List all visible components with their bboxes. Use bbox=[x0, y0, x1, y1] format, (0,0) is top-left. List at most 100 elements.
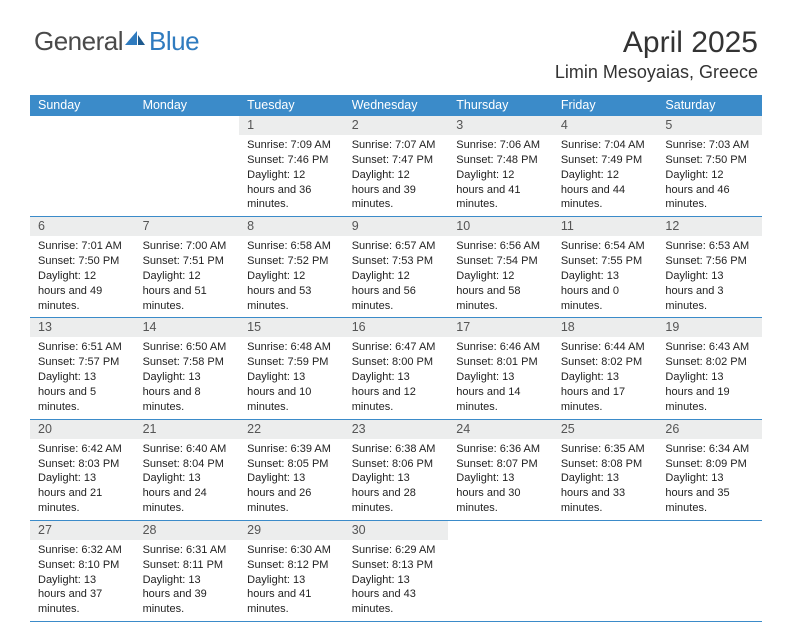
day-details: Sunrise: 7:06 AMSunset: 7:48 PMDaylight:… bbox=[448, 135, 553, 216]
sunrise-text: Sunrise: 6:30 AM bbox=[247, 543, 336, 558]
sunset-text: Sunset: 8:03 PM bbox=[38, 457, 127, 472]
weekday-wed: Wednesday bbox=[344, 95, 449, 116]
sunrise-text: Sunrise: 7:07 AM bbox=[352, 138, 441, 153]
day-number: 15 bbox=[239, 318, 344, 337]
day-number: 16 bbox=[344, 318, 449, 337]
day-cell: 12Sunrise: 6:53 AMSunset: 7:56 PMDayligh… bbox=[657, 217, 762, 317]
day-number: 14 bbox=[135, 318, 240, 337]
day-details: Sunrise: 6:29 AMSunset: 8:13 PMDaylight:… bbox=[344, 540, 449, 621]
daylight-text: Daylight: 12 hours and 58 minutes. bbox=[456, 269, 545, 314]
day-number: 12 bbox=[657, 217, 762, 236]
day-cell: 27Sunrise: 6:32 AMSunset: 8:10 PMDayligh… bbox=[30, 521, 135, 621]
day-number: 6 bbox=[30, 217, 135, 236]
day-cell: 30Sunrise: 6:29 AMSunset: 8:13 PMDayligh… bbox=[344, 521, 449, 621]
day-number: 21 bbox=[135, 420, 240, 439]
sunset-text: Sunset: 7:57 PM bbox=[38, 355, 127, 370]
day-details: Sunrise: 6:54 AMSunset: 7:55 PMDaylight:… bbox=[553, 236, 658, 317]
sunrise-text: Sunrise: 7:00 AM bbox=[143, 239, 232, 254]
sunset-text: Sunset: 8:02 PM bbox=[561, 355, 650, 370]
day-cell: 26Sunrise: 6:34 AMSunset: 8:09 PMDayligh… bbox=[657, 420, 762, 520]
weekday-thu: Thursday bbox=[448, 95, 553, 116]
sunrise-text: Sunrise: 6:42 AM bbox=[38, 442, 127, 457]
week-row: 13Sunrise: 6:51 AMSunset: 7:57 PMDayligh… bbox=[30, 318, 762, 419]
day-cell bbox=[553, 521, 658, 621]
day-details: Sunrise: 6:51 AMSunset: 7:57 PMDaylight:… bbox=[30, 337, 135, 418]
day-number: 5 bbox=[657, 116, 762, 135]
sunset-text: Sunset: 7:51 PM bbox=[143, 254, 232, 269]
daylight-text: Daylight: 12 hours and 53 minutes. bbox=[247, 269, 336, 314]
day-cell: 14Sunrise: 6:50 AMSunset: 7:58 PMDayligh… bbox=[135, 318, 240, 418]
sunrise-text: Sunrise: 6:39 AM bbox=[247, 442, 336, 457]
day-cell: 21Sunrise: 6:40 AMSunset: 8:04 PMDayligh… bbox=[135, 420, 240, 520]
day-details: Sunrise: 6:48 AMSunset: 7:59 PMDaylight:… bbox=[239, 337, 344, 418]
day-cell: 17Sunrise: 6:46 AMSunset: 8:01 PMDayligh… bbox=[448, 318, 553, 418]
day-cell: 10Sunrise: 6:56 AMSunset: 7:54 PMDayligh… bbox=[448, 217, 553, 317]
day-details: Sunrise: 7:00 AMSunset: 7:51 PMDaylight:… bbox=[135, 236, 240, 317]
week-row: 20Sunrise: 6:42 AMSunset: 8:03 PMDayligh… bbox=[30, 420, 762, 521]
day-cell: 24Sunrise: 6:36 AMSunset: 8:07 PMDayligh… bbox=[448, 420, 553, 520]
day-details: Sunrise: 7:09 AMSunset: 7:46 PMDaylight:… bbox=[239, 135, 344, 216]
day-cell: 1Sunrise: 7:09 AMSunset: 7:46 PMDaylight… bbox=[239, 116, 344, 216]
weekday-fri: Friday bbox=[553, 95, 658, 116]
weekday-header: Sunday Monday Tuesday Wednesday Thursday… bbox=[30, 95, 762, 116]
daylight-text: Daylight: 13 hours and 37 minutes. bbox=[38, 573, 127, 618]
daylight-text: Daylight: 13 hours and 43 minutes. bbox=[352, 573, 441, 618]
location-label: Limin Mesoyaias, Greece bbox=[555, 62, 758, 83]
daylight-text: Daylight: 13 hours and 10 minutes. bbox=[247, 370, 336, 415]
weeks-container: 1Sunrise: 7:09 AMSunset: 7:46 PMDaylight… bbox=[30, 116, 762, 622]
sunrise-text: Sunrise: 6:58 AM bbox=[247, 239, 336, 254]
day-details: Sunrise: 6:35 AMSunset: 8:08 PMDaylight:… bbox=[553, 439, 658, 520]
sunrise-text: Sunrise: 6:47 AM bbox=[352, 340, 441, 355]
logo-text-blue: Blue bbox=[149, 26, 199, 57]
day-details: Sunrise: 7:03 AMSunset: 7:50 PMDaylight:… bbox=[657, 135, 762, 216]
day-cell: 16Sunrise: 6:47 AMSunset: 8:00 PMDayligh… bbox=[344, 318, 449, 418]
daylight-text: Daylight: 13 hours and 3 minutes. bbox=[665, 269, 754, 314]
week-row: 6Sunrise: 7:01 AMSunset: 7:50 PMDaylight… bbox=[30, 217, 762, 318]
day-number: 1 bbox=[239, 116, 344, 135]
day-details: Sunrise: 6:53 AMSunset: 7:56 PMDaylight:… bbox=[657, 236, 762, 317]
sunrise-text: Sunrise: 6:32 AM bbox=[38, 543, 127, 558]
day-details: Sunrise: 6:50 AMSunset: 7:58 PMDaylight:… bbox=[135, 337, 240, 418]
daylight-text: Daylight: 13 hours and 30 minutes. bbox=[456, 471, 545, 516]
day-number: 29 bbox=[239, 521, 344, 540]
sunset-text: Sunset: 7:58 PM bbox=[143, 355, 232, 370]
day-details: Sunrise: 6:56 AMSunset: 7:54 PMDaylight:… bbox=[448, 236, 553, 317]
logo-text-general: General bbox=[34, 26, 123, 57]
sunset-text: Sunset: 8:12 PM bbox=[247, 558, 336, 573]
sunrise-text: Sunrise: 6:46 AM bbox=[456, 340, 545, 355]
daylight-text: Daylight: 13 hours and 19 minutes. bbox=[665, 370, 754, 415]
daylight-text: Daylight: 12 hours and 41 minutes. bbox=[456, 168, 545, 213]
sunset-text: Sunset: 7:55 PM bbox=[561, 254, 650, 269]
day-cell bbox=[448, 521, 553, 621]
sunset-text: Sunset: 8:04 PM bbox=[143, 457, 232, 472]
day-number bbox=[553, 521, 658, 540]
day-details: Sunrise: 6:32 AMSunset: 8:10 PMDaylight:… bbox=[30, 540, 135, 621]
day-number: 11 bbox=[553, 217, 658, 236]
daylight-text: Daylight: 12 hours and 49 minutes. bbox=[38, 269, 127, 314]
sunset-text: Sunset: 8:13 PM bbox=[352, 558, 441, 573]
day-cell: 13Sunrise: 6:51 AMSunset: 7:57 PMDayligh… bbox=[30, 318, 135, 418]
sunset-text: Sunset: 8:11 PM bbox=[143, 558, 232, 573]
daylight-text: Daylight: 13 hours and 17 minutes. bbox=[561, 370, 650, 415]
day-number: 28 bbox=[135, 521, 240, 540]
daylight-text: Daylight: 13 hours and 26 minutes. bbox=[247, 471, 336, 516]
day-number: 7 bbox=[135, 217, 240, 236]
sunrise-text: Sunrise: 6:48 AM bbox=[247, 340, 336, 355]
daylight-text: Daylight: 12 hours and 46 minutes. bbox=[665, 168, 754, 213]
day-cell: 5Sunrise: 7:03 AMSunset: 7:50 PMDaylight… bbox=[657, 116, 762, 216]
sunrise-text: Sunrise: 7:09 AM bbox=[247, 138, 336, 153]
sunset-text: Sunset: 8:09 PM bbox=[665, 457, 754, 472]
day-number: 10 bbox=[448, 217, 553, 236]
day-details: Sunrise: 7:01 AMSunset: 7:50 PMDaylight:… bbox=[30, 236, 135, 317]
day-number: 4 bbox=[553, 116, 658, 135]
calendar: Sunday Monday Tuesday Wednesday Thursday… bbox=[0, 87, 792, 622]
day-cell bbox=[657, 521, 762, 621]
sunrise-text: Sunrise: 6:51 AM bbox=[38, 340, 127, 355]
sunrise-text: Sunrise: 7:04 AM bbox=[561, 138, 650, 153]
sunrise-text: Sunrise: 6:43 AM bbox=[665, 340, 754, 355]
sunset-text: Sunset: 7:53 PM bbox=[352, 254, 441, 269]
daylight-text: Daylight: 12 hours and 44 minutes. bbox=[561, 168, 650, 213]
sunset-text: Sunset: 7:50 PM bbox=[665, 153, 754, 168]
day-number: 8 bbox=[239, 217, 344, 236]
day-cell: 25Sunrise: 6:35 AMSunset: 8:08 PMDayligh… bbox=[553, 420, 658, 520]
